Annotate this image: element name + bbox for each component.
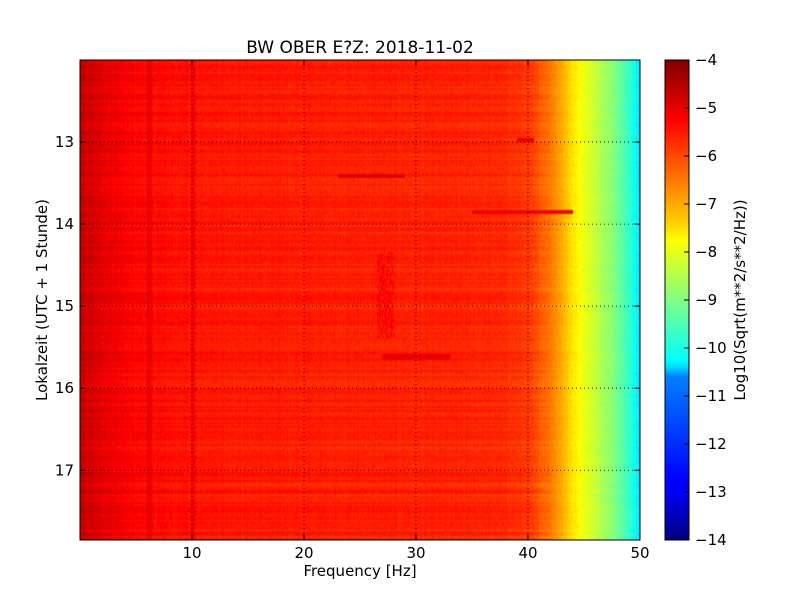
plot-area xyxy=(79,59,641,541)
colorbar-tick-label: −13 xyxy=(695,483,727,501)
colorbar-tick-label: −5 xyxy=(695,99,717,117)
chart-title: BW OBER E?Z: 2018-11-02 xyxy=(246,38,474,58)
x-tick-label: 30 xyxy=(406,544,425,562)
colorbar-tick-label: −9 xyxy=(695,291,717,309)
colorbar-tick-label: −14 xyxy=(695,531,727,549)
x-axis-label: Frequency [Hz] xyxy=(303,562,416,580)
colorbar: −4 −5 −6 −7 −8 −9 −10 −11 −12 −13 −14 Log10(Sqrt(m… xyxy=(664,51,749,549)
x-tick-label: 40 xyxy=(518,544,537,562)
x-tick-label: 20 xyxy=(294,544,313,562)
y-tick-label: 13 xyxy=(55,133,74,151)
y-tick-label: 16 xyxy=(55,379,74,397)
colorbar-tick-label: −8 xyxy=(695,243,717,261)
y-axis: 13 14 15 16 17 xyxy=(55,133,640,479)
colorbar-tick-label: −11 xyxy=(695,387,727,405)
y-tick-label: 17 xyxy=(55,461,74,479)
colorbar-ticks: −4 −5 −6 −7 −8 −9 −10 −11 −12 −13 −14 xyxy=(684,51,727,549)
colorbar-label: Log10(Sqrt(m**2/s**2/Hz)) xyxy=(731,199,749,400)
colorbar-tick-label: −7 xyxy=(695,195,717,213)
plot-frame xyxy=(79,59,641,541)
y-axis-label: Lokalzeit (UTC + 1 Stunde) xyxy=(33,199,51,401)
colorbar-tick-label: −10 xyxy=(695,339,727,357)
x-tick-label: 10 xyxy=(182,544,201,562)
y-tick-label: 15 xyxy=(55,297,74,315)
x-axis: 10 20 30 40 50 xyxy=(182,60,650,562)
heatmap-image xyxy=(80,60,640,540)
colorbar-tick-label: −12 xyxy=(695,435,727,453)
colorbar-tick-label: −6 xyxy=(695,147,717,165)
grid-lines xyxy=(80,60,640,540)
y-tick-label: 14 xyxy=(55,215,74,233)
x-tick-label: 50 xyxy=(630,544,649,562)
colorbar-tick-label: −4 xyxy=(695,51,717,69)
